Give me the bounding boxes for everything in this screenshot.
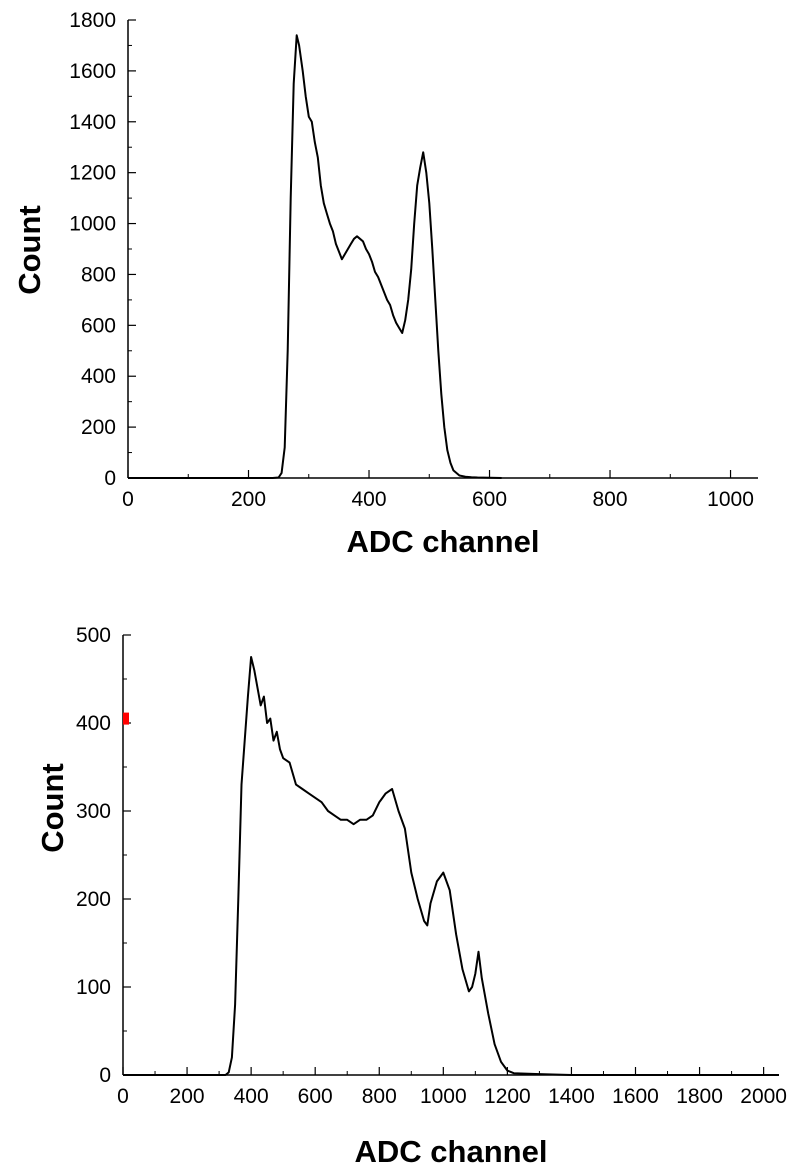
y-axis-title: Count <box>12 205 47 295</box>
y-tick-label: 1600 <box>69 60 116 83</box>
y-tick-label: 200 <box>81 416 116 439</box>
y-tick-label: 100 <box>76 976 111 999</box>
x-tick-label: 800 <box>593 488 628 511</box>
x-tick-label: 200 <box>231 488 266 511</box>
x-tick-label: 600 <box>472 488 507 511</box>
y-tick-label: 800 <box>81 263 116 286</box>
y-tick-label: 0 <box>104 467 116 490</box>
x-tick-label: 0 <box>117 1085 129 1108</box>
x-tick-label: 1600 <box>612 1085 659 1108</box>
x-tick-label: 0 <box>122 488 134 511</box>
x-tick-label: 600 <box>298 1085 333 1108</box>
y-tick-label: 1200 <box>69 162 116 185</box>
y-tick-label: 1000 <box>69 213 116 236</box>
chart-top: 0 200 400 600 800 1000 0 200 400 600 800 1000 1200 14… <box>12 9 758 559</box>
x-tick-label: 1000 <box>420 1085 467 1108</box>
series-line <box>128 34 502 479</box>
series-line <box>123 656 779 1076</box>
x-tick-label: 200 <box>170 1085 205 1108</box>
y-tick-label: 1400 <box>69 111 116 134</box>
y-tick-label: 1800 <box>69 9 116 32</box>
x-tick-label: 1200 <box>484 1085 531 1108</box>
x-tick-label: 1400 <box>548 1085 595 1108</box>
x-tick-label: 800 <box>362 1085 397 1108</box>
x-tick-label: 1000 <box>707 488 754 511</box>
y-tick-label: 400 <box>81 365 116 388</box>
red-marker <box>123 712 129 725</box>
y-tick-label: 200 <box>76 888 111 911</box>
y-tick-label: 0 <box>99 1064 111 1087</box>
x-tick-label: 1800 <box>676 1085 723 1108</box>
y-tick-label: 400 <box>76 712 111 735</box>
y-tick-label: 500 <box>76 624 111 647</box>
y-tick-label: 600 <box>81 314 116 337</box>
x-axis-title: ADC channel <box>347 524 540 559</box>
x-tick-label: 400 <box>351 488 386 511</box>
x-tick-label: 2000 <box>740 1085 787 1108</box>
chart-bottom: 0 200 400 600 800 1000 1200 1400 1600 1800 2000 0 10… <box>35 624 787 1169</box>
x-tick-label: 400 <box>234 1085 269 1108</box>
x-axis-title: ADC channel <box>355 1134 548 1169</box>
y-tick-label: 300 <box>76 800 111 823</box>
y-axis-title: Count <box>35 763 70 853</box>
